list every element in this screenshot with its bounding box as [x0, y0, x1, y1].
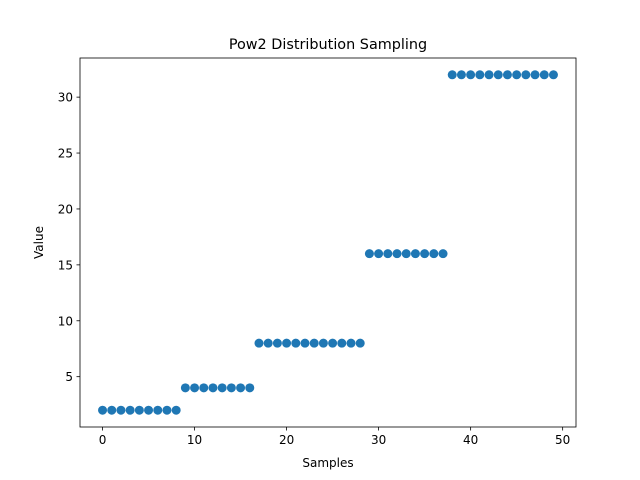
data-point — [190, 383, 200, 393]
data-point — [263, 338, 273, 348]
data-point — [245, 383, 255, 393]
data-point — [236, 383, 246, 393]
data-point — [493, 70, 503, 80]
data-point — [410, 249, 420, 259]
x-tick-label: 30 — [371, 433, 386, 447]
data-point — [134, 405, 144, 415]
y-tick-label: 10 — [58, 314, 73, 328]
data-point — [512, 70, 522, 80]
data-point — [309, 338, 319, 348]
data-point — [144, 405, 154, 415]
data-point — [539, 70, 549, 80]
data-point — [171, 405, 181, 415]
y-tick-label: 30 — [58, 91, 73, 105]
data-point — [116, 405, 126, 415]
data-point — [337, 338, 347, 348]
data-point — [98, 405, 108, 415]
data-point — [401, 249, 411, 259]
y-tick-label: 5 — [65, 370, 73, 384]
data-point — [162, 405, 172, 415]
y-axis: 5 10 15 20 25 30 — [58, 91, 80, 384]
data-point — [226, 383, 236, 393]
y-axis-label: Value — [32, 226, 46, 259]
data-point — [383, 249, 393, 259]
data-point — [374, 249, 384, 259]
data-point — [548, 70, 558, 80]
x-tick-label: 40 — [463, 433, 478, 447]
data-point — [208, 383, 218, 393]
plot-area — [79, 57, 577, 428]
data-point — [107, 405, 117, 415]
data-point — [346, 338, 356, 348]
data-point — [300, 338, 310, 348]
y-tick-label: 25 — [58, 147, 73, 161]
data-point — [272, 338, 282, 348]
data-point — [521, 70, 531, 80]
data-point — [420, 249, 430, 259]
data-point — [199, 383, 209, 393]
data-point — [466, 70, 476, 80]
y-tick-label: 20 — [58, 202, 73, 216]
data-point — [328, 338, 338, 348]
data-point — [392, 249, 402, 259]
x-tick-label: 50 — [555, 433, 570, 447]
data-point — [456, 70, 466, 80]
x-tick-label: 0 — [99, 433, 107, 447]
data-point — [530, 70, 540, 80]
data-point — [254, 338, 264, 348]
data-point — [364, 249, 374, 259]
x-tick-label: 20 — [279, 433, 294, 447]
x-axis-label: Samples — [302, 456, 353, 470]
data-points — [98, 70, 558, 415]
chart-title: Pow2 Distribution Sampling — [229, 37, 427, 53]
data-point — [475, 70, 485, 80]
data-point — [355, 338, 365, 348]
x-tick-label: 10 — [187, 433, 202, 447]
data-point — [447, 70, 457, 80]
data-point — [291, 338, 301, 348]
data-point — [153, 405, 163, 415]
y-tick-label: 15 — [58, 258, 73, 272]
data-point — [125, 405, 135, 415]
data-point — [429, 249, 439, 259]
data-point — [484, 70, 494, 80]
data-point — [438, 249, 448, 259]
data-point — [180, 383, 190, 393]
x-axis: 0 10 20 30 40 50 — [99, 427, 570, 447]
data-point — [502, 70, 512, 80]
data-point — [282, 338, 292, 348]
data-point — [217, 383, 227, 393]
data-point — [318, 338, 328, 348]
